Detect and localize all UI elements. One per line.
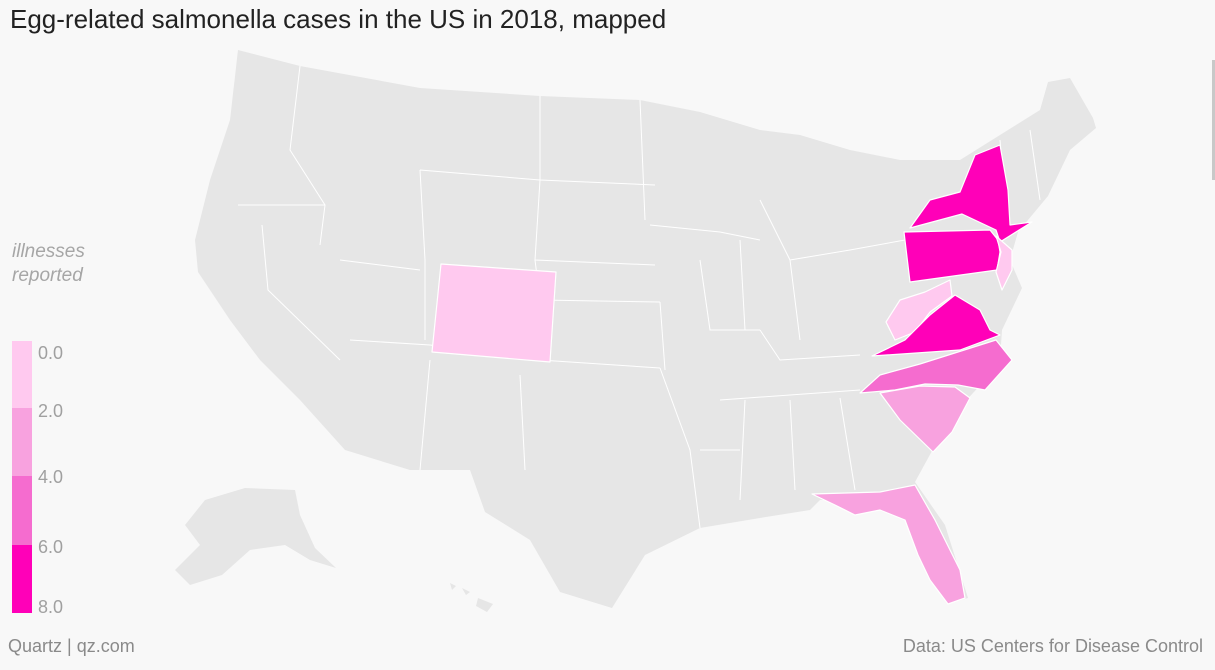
- state-north-carolina: [859, 339, 1013, 394]
- map-title: Egg-related salmonella cases in the US i…: [10, 4, 667, 34]
- legend-swatch-1: [12, 408, 32, 476]
- state-new-jersey: [995, 235, 1013, 291]
- legend-tick-0: 0.0: [38, 343, 64, 363]
- state-colorado: [431, 263, 557, 363]
- legend-tick-4: 8.0: [38, 597, 64, 617]
- alaska-shape: [175, 488, 336, 585]
- legend-swatch-3: [12, 545, 32, 613]
- legend-colorbar: [12, 341, 32, 613]
- legend-swatch-2: [12, 476, 32, 545]
- legend-tick-3: 6.0: [38, 537, 64, 557]
- state-florida: [811, 484, 966, 605]
- state-west-virginia: [885, 279, 953, 341]
- hawaii-shape: [450, 583, 493, 612]
- state-south-carolina: [879, 385, 971, 453]
- legend-title: illnesses reported: [12, 241, 85, 286]
- legend-tick-2: 4.0: [38, 467, 64, 487]
- legend-tick-1: 2.0: [38, 401, 64, 421]
- state-pennsylvania: [903, 229, 1001, 283]
- state-virginia: [871, 294, 1001, 357]
- footer-credit: Quartz | qz.com: [8, 636, 135, 656]
- legend-swatch-0: [12, 341, 32, 408]
- scrollbar[interactable]: [1212, 60, 1215, 180]
- footer-source: Data: US Centers for Disease Control: [902, 636, 1203, 656]
- state-new-york: [909, 144, 1033, 243]
